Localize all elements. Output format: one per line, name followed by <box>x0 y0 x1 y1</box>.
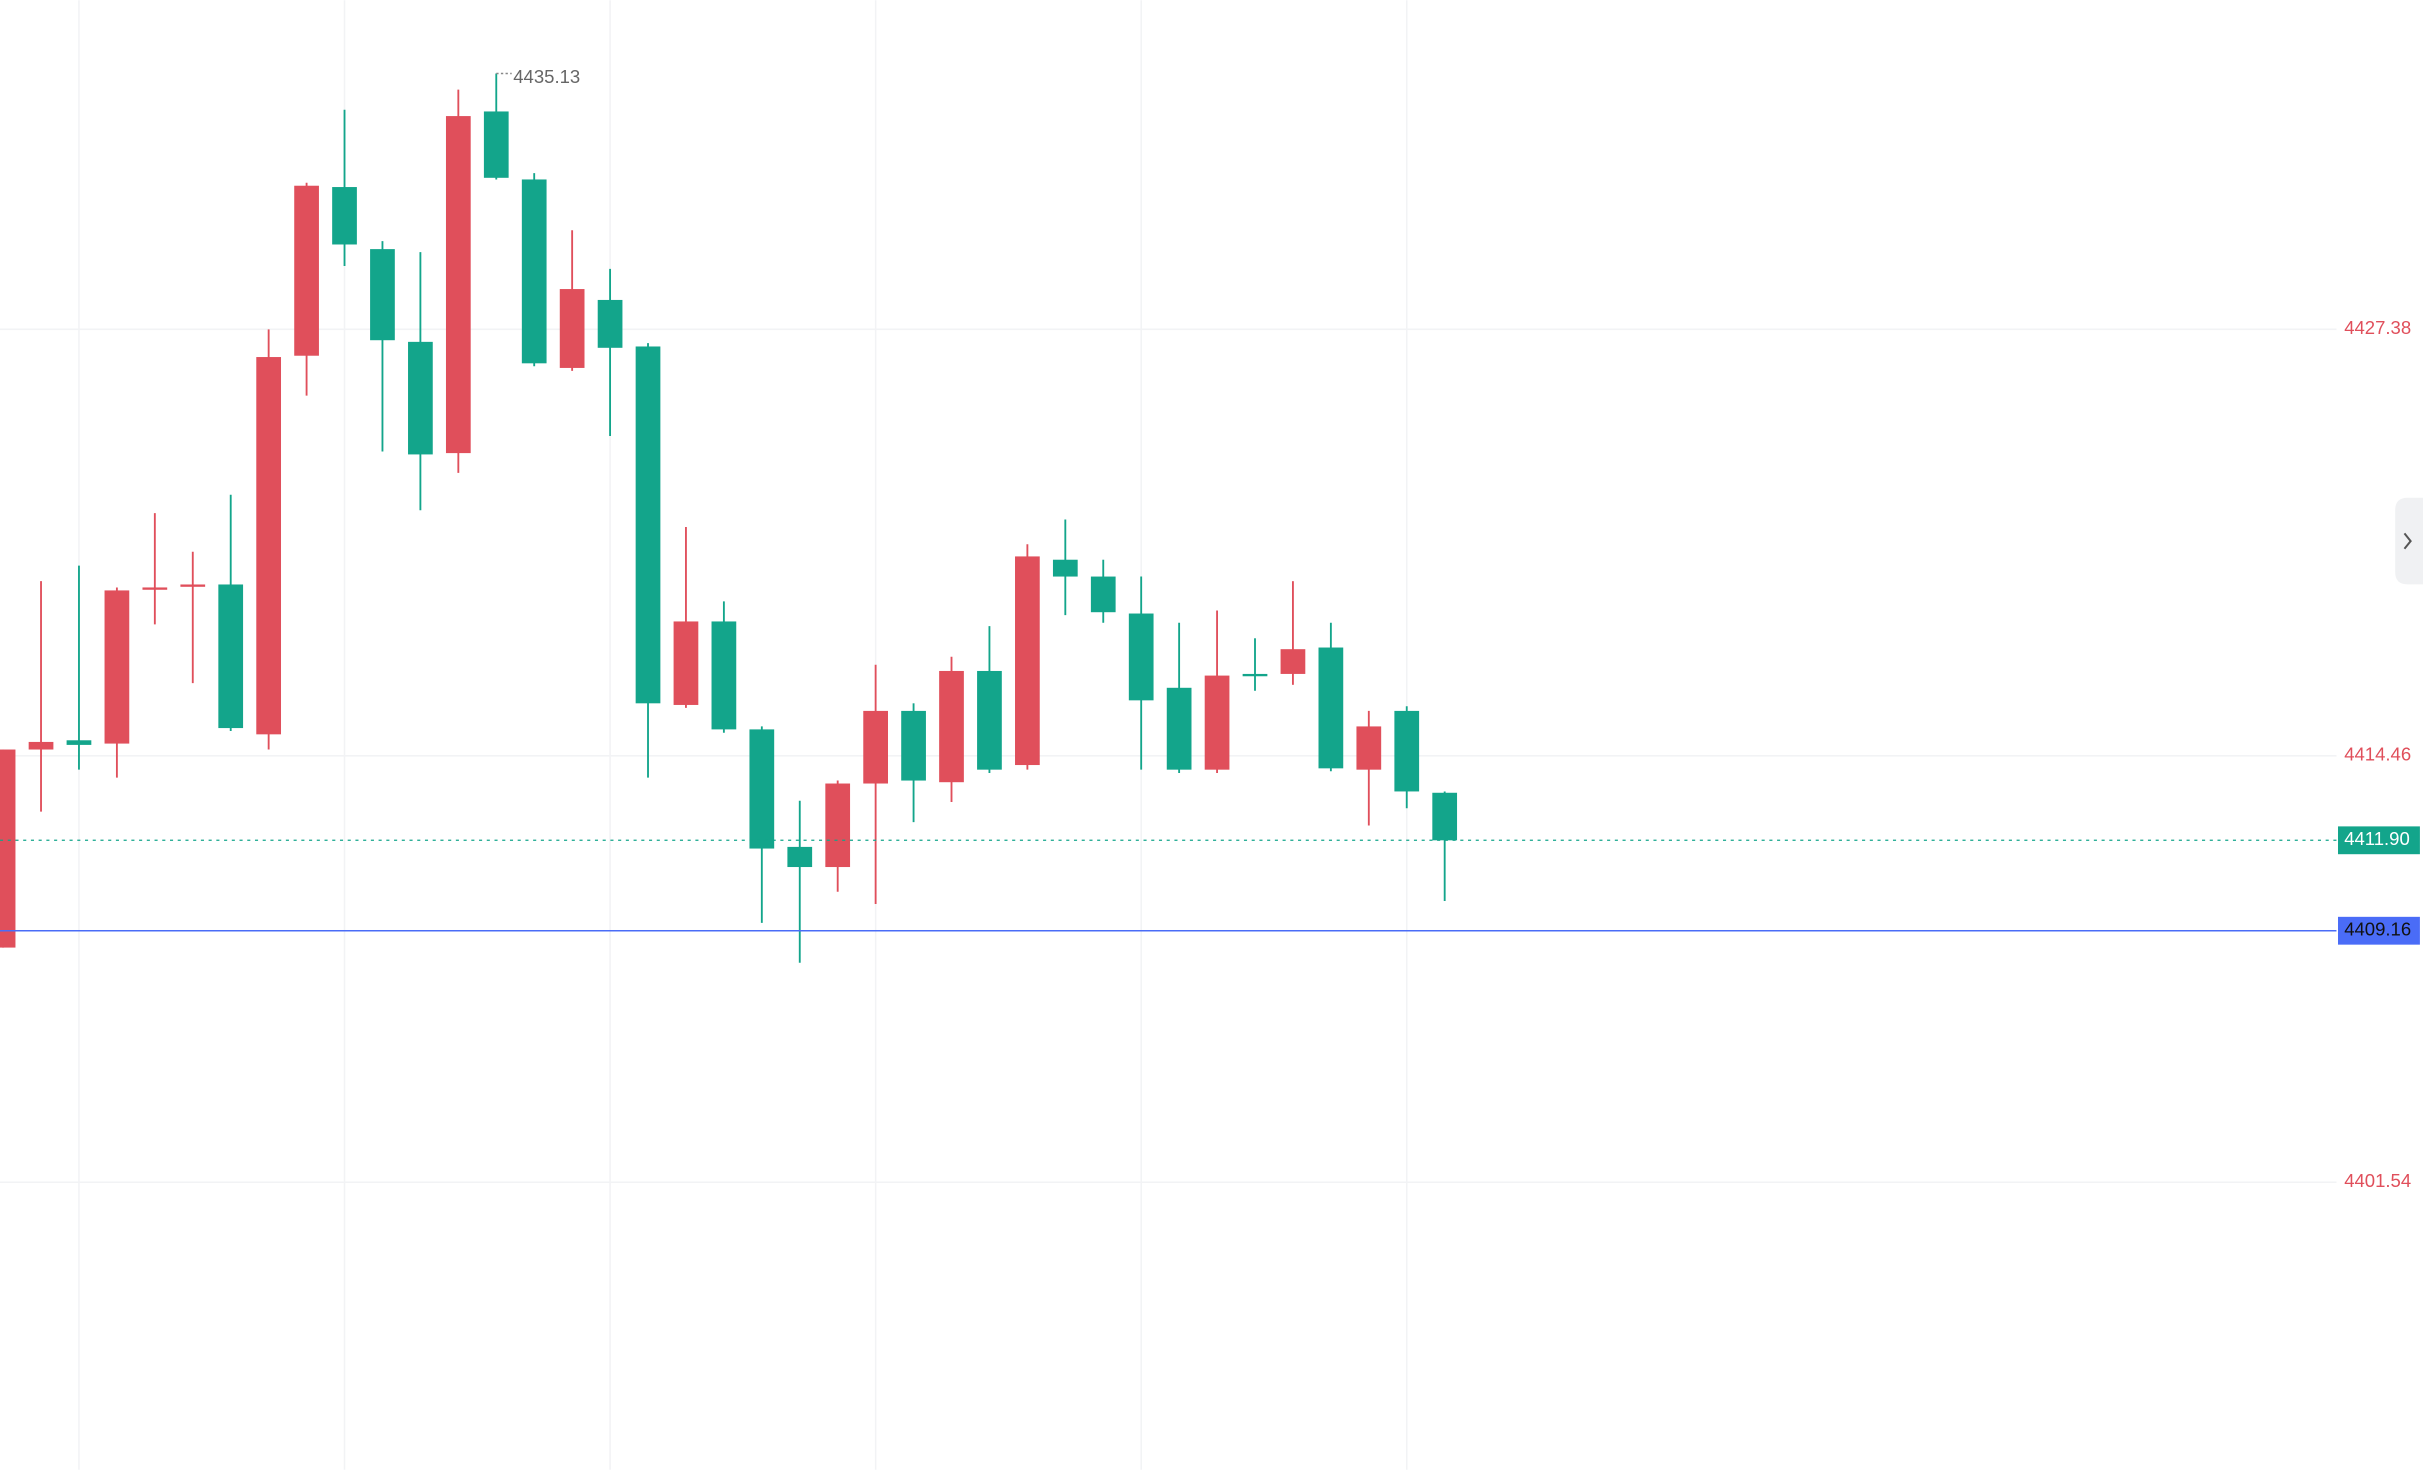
candle-body <box>104 590 130 744</box>
candle <box>1394 706 1420 809</box>
candle <box>104 587 130 778</box>
candle-body <box>1090 576 1116 613</box>
candle-body <box>180 584 206 587</box>
candle-body <box>332 187 357 245</box>
candle <box>1356 710 1382 826</box>
candle <box>597 268 623 436</box>
candle <box>1052 519 1078 616</box>
candle-body <box>635 346 661 704</box>
candle-body <box>1242 673 1268 677</box>
collapse-tab[interactable] <box>2395 497 2423 585</box>
candle-body <box>901 710 926 781</box>
candle <box>673 527 699 708</box>
candle-body <box>1318 647 1344 769</box>
candle-body <box>66 740 92 745</box>
candle-body <box>749 729 775 849</box>
candle <box>1128 576 1154 770</box>
candle-body <box>711 621 737 730</box>
candle <box>294 182 319 396</box>
candle <box>1280 581 1306 685</box>
candle <box>408 252 433 511</box>
candle-body <box>673 621 699 705</box>
candle-body <box>787 846 813 868</box>
hline-label: 4409.16 <box>2344 919 2411 940</box>
last-price-bg <box>2338 826 2420 855</box>
candle-body <box>559 289 585 368</box>
candle <box>142 513 168 625</box>
candle-body <box>256 357 282 735</box>
candle <box>1432 791 1458 902</box>
candle <box>0 749 16 948</box>
candle-body <box>218 584 244 729</box>
candle <box>1015 544 1040 770</box>
candle <box>1242 638 1268 691</box>
candle-body <box>142 587 168 590</box>
tab-bg[interactable] <box>2395 497 2423 585</box>
y-tick-label: 4427.38 <box>2344 317 2411 338</box>
candle <box>218 494 244 732</box>
candle <box>1090 559 1116 623</box>
candle <box>901 703 926 823</box>
candle-body <box>1128 613 1154 701</box>
candle <box>939 656 964 803</box>
y-tick-label: 4401.54 <box>2344 1170 2411 1191</box>
candle-body <box>1166 687 1192 770</box>
candle <box>635 343 661 778</box>
candle-body <box>939 670 964 783</box>
hline-label-bg <box>2338 916 2420 945</box>
candle-body <box>1280 649 1306 674</box>
candle-body <box>1204 675 1230 770</box>
candle-body <box>597 299 623 348</box>
candle-body <box>1052 559 1078 577</box>
candle <box>66 565 92 770</box>
candle-body <box>294 185 319 356</box>
candle-body <box>863 710 888 784</box>
candle <box>711 601 737 733</box>
candle-body <box>521 179 547 364</box>
candle-body <box>1394 710 1420 792</box>
candle <box>749 726 775 923</box>
candle-body <box>370 249 395 341</box>
tab-arrow[interactable] <box>2403 532 2412 550</box>
candle-body <box>445 116 471 454</box>
candle <box>1204 610 1230 773</box>
candle <box>445 89 471 473</box>
candle <box>977 626 1002 773</box>
y-tick-label: 4414.46 <box>2344 744 2411 765</box>
candle-body <box>28 741 54 750</box>
last-price-label: 4411.90 <box>2344 828 2410 849</box>
candle <box>180 551 206 684</box>
candle <box>787 800 813 963</box>
candle-body <box>825 783 851 868</box>
candle-body <box>1356 726 1382 770</box>
candle <box>1166 622 1192 773</box>
candle <box>863 664 888 905</box>
candle <box>332 109 357 266</box>
candle-body <box>1432 792 1458 841</box>
candle <box>1318 622 1344 772</box>
candle <box>483 73 509 180</box>
candle-body <box>1015 556 1040 766</box>
candle <box>825 780 851 892</box>
candle <box>370 241 395 452</box>
candle-body <box>483 111 509 178</box>
candle-body <box>977 670 1002 770</box>
candle <box>521 173 547 367</box>
candle-body <box>0 749 16 948</box>
candle-body <box>408 341 433 455</box>
candle <box>256 329 282 750</box>
high-annotation: 4435.13 <box>513 66 580 87</box>
candle <box>28 581 54 812</box>
candle <box>559 230 585 371</box>
